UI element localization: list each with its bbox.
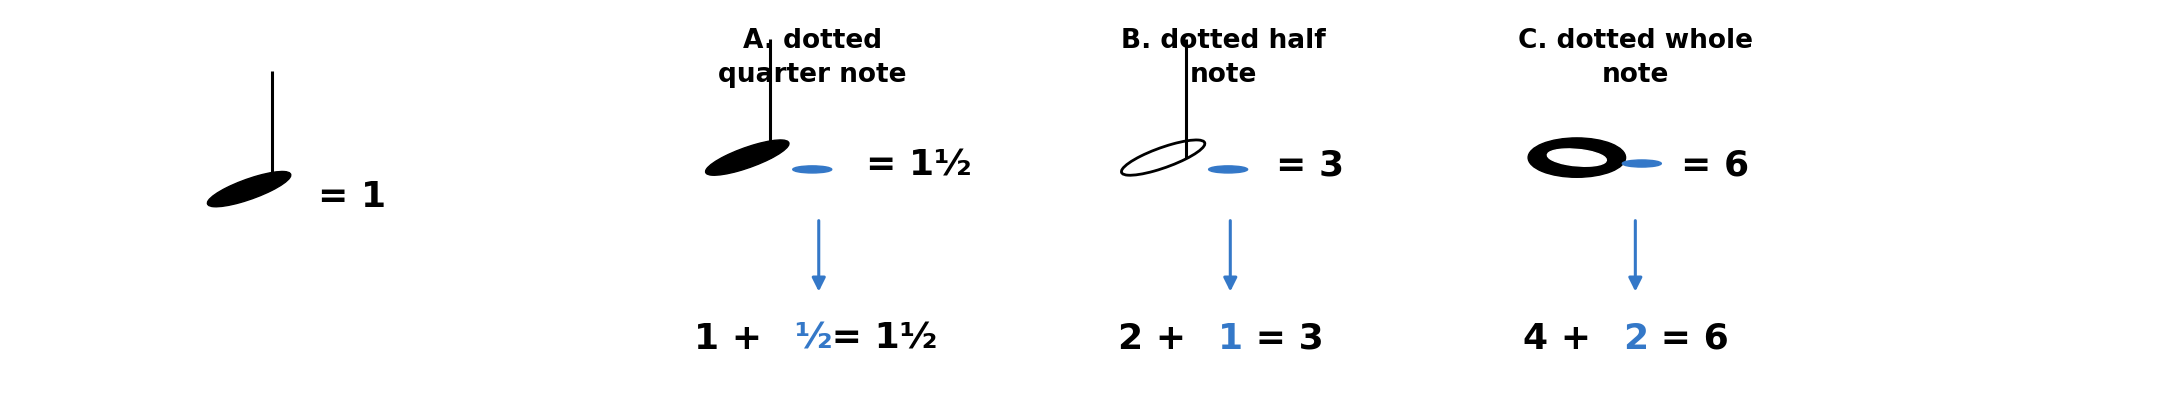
Text: 1 +: 1 +	[693, 322, 775, 356]
Text: 4 +: 4 +	[1523, 322, 1605, 356]
Text: 2 +: 2 +	[1118, 322, 1200, 356]
Text: 2: 2	[1622, 322, 1648, 356]
Text: = 1½: = 1½	[866, 149, 973, 182]
Ellipse shape	[208, 171, 290, 207]
Ellipse shape	[1547, 149, 1607, 166]
Ellipse shape	[1122, 140, 1204, 175]
Text: = 6: = 6	[1648, 322, 1728, 356]
Text: C. dotted whole
note: C. dotted whole note	[1518, 28, 1752, 87]
Text: = 3: = 3	[1276, 149, 1343, 182]
Ellipse shape	[1529, 138, 1624, 177]
Text: = 3: = 3	[1243, 322, 1323, 356]
Circle shape	[793, 166, 832, 173]
Text: = 1: = 1	[318, 180, 386, 214]
Ellipse shape	[706, 140, 788, 175]
Text: A. dotted
quarter note: A. dotted quarter note	[717, 28, 908, 87]
Circle shape	[1209, 166, 1248, 173]
Text: = 6: = 6	[1681, 149, 1748, 182]
Text: B. dotted half
note: B. dotted half note	[1122, 28, 1326, 87]
Text: 1: 1	[1217, 322, 1243, 356]
Text: = 1½: = 1½	[819, 322, 938, 356]
Circle shape	[1622, 160, 1661, 167]
Text: ½: ½	[793, 322, 832, 356]
